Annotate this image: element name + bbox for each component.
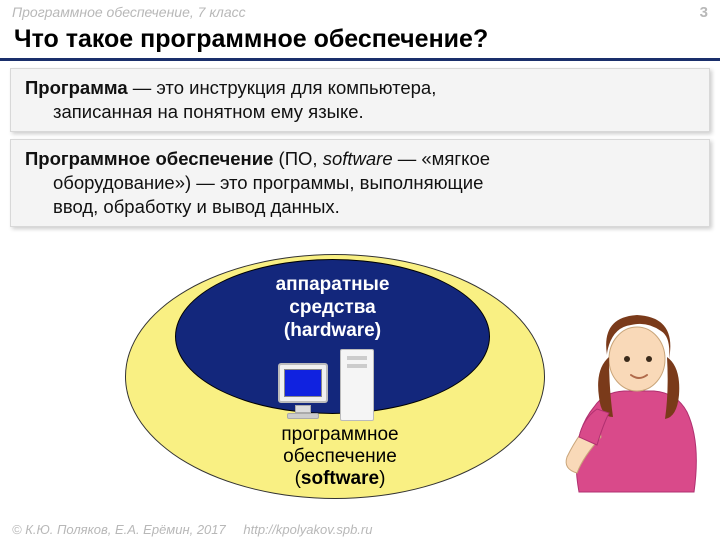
page-title: Что такое программное обеспечение?	[0, 23, 720, 61]
definition-program: Программа — это инструкция для компьютер…	[10, 68, 710, 132]
copyright: © К.Ю. Поляков, Е.А. Ерёмин, 2017	[12, 522, 226, 537]
monitor-icon	[275, 361, 337, 423]
person-illustration	[559, 297, 704, 497]
slide-footer: © К.Ю. Поляков, Е.А. Ерёмин, 2017 http:/…	[12, 522, 372, 537]
page-number: 3	[700, 4, 708, 21]
footer-url: http://kpolyakov.spb.ru	[243, 522, 372, 537]
term-program: Программа	[25, 77, 128, 98]
hardware-software-diagram: программное обеспечение (software) аппар…	[0, 239, 720, 519]
course-label: Программное обеспечение, 7 класс	[12, 4, 246, 21]
computer-tower-icon	[340, 349, 374, 421]
software-label: программное обеспечение (software)	[250, 424, 430, 490]
definition-software: Программное обеспечение (ПО, software — …	[10, 139, 710, 227]
term-software: Программное обеспечение	[25, 148, 273, 169]
slide-header: Программное обеспечение, 7 класс 3	[0, 0, 720, 23]
